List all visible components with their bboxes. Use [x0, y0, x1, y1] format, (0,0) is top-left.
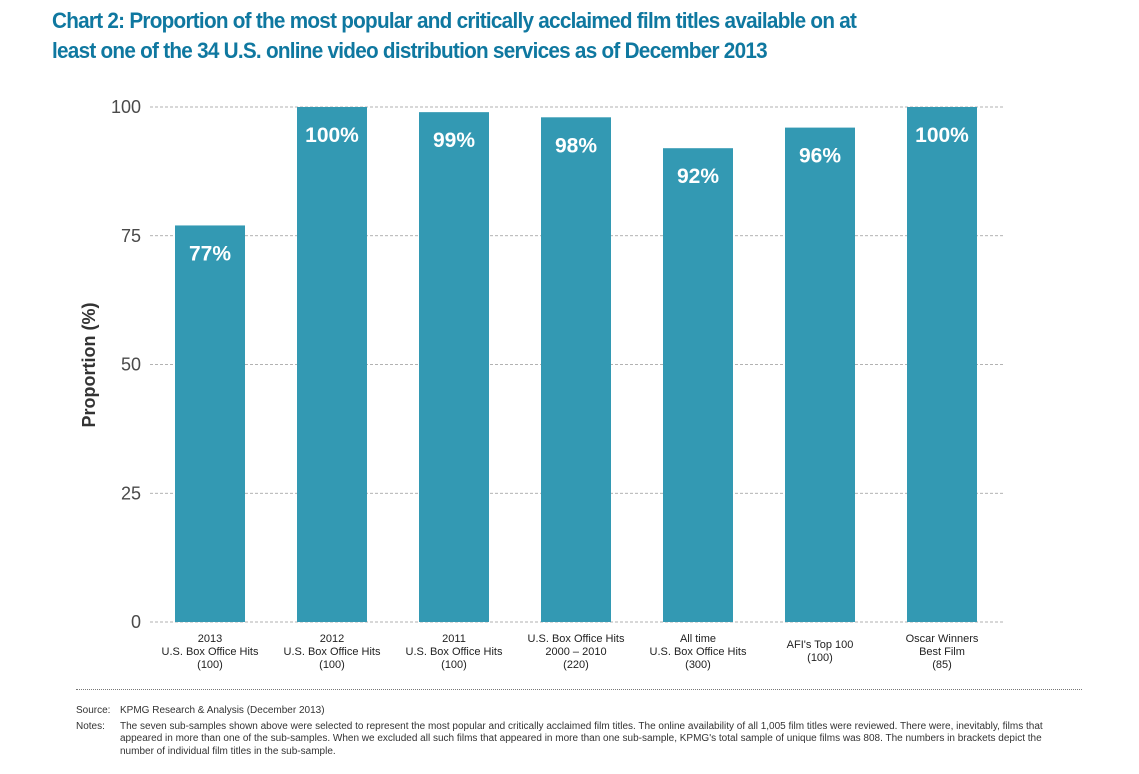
y-tick-label: 100	[111, 97, 141, 117]
category-label: 2011 U.S. Box Office Hits (100)	[406, 633, 503, 671]
category-label-line: 2012	[320, 633, 344, 645]
category-label-line: (100)	[441, 659, 467, 671]
category-label: All time U.S. Box Office Hits (300)	[650, 633, 747, 671]
bar-value-label: 98%	[555, 134, 597, 157]
bar	[785, 127, 855, 622]
chart-title: Chart 2: Proportion of the most popular …	[52, 6, 1027, 66]
category-label-line: U.S. Box Office Hits	[528, 633, 625, 645]
chart-title-line-2: least one of the 34 U.S. online video di…	[52, 38, 768, 63]
bar-value-label: 100%	[915, 124, 969, 147]
source-label: Source:	[76, 705, 111, 716]
bar	[907, 107, 977, 622]
category-label: Oscar Winners Best Film (85)	[906, 633, 979, 671]
chart-footer: Source: KPMG Research & Analysis (Decemb…	[76, 705, 1076, 758]
category-label: AFI's Top 100 (100)	[787, 639, 854, 664]
category-label: U.S. Box Office Hits 2000 – 2010 (220)	[528, 633, 625, 671]
category-label-line: (100)	[319, 659, 345, 671]
bar	[175, 225, 245, 622]
notes-label: Notes:	[76, 720, 105, 732]
bar	[297, 107, 367, 622]
category-label-line: AFI's Top 100	[787, 639, 854, 651]
category-label-line: U.S. Box Office Hits	[406, 646, 503, 658]
category-label-line: (100)	[197, 659, 223, 671]
source-text: KPMG Research & Analysis (December 2013)	[120, 705, 325, 716]
source-row: Source: KPMG Research & Analysis (Decemb…	[76, 705, 1076, 718]
category-label: 2012 U.S. Box Office Hits (100)	[284, 633, 381, 671]
category-label-line: U.S. Box Office Hits	[650, 646, 747, 658]
category-label-line: (85)	[932, 659, 952, 671]
category-label-line: (300)	[685, 659, 711, 671]
y-axis-label: Proportion (%)	[79, 303, 99, 428]
category-label-line: U.S. Box Office Hits	[162, 646, 259, 658]
y-axis-ticks: 0 25 50 75 100	[111, 97, 141, 632]
y-tick-label: 75	[121, 226, 141, 246]
category-label: 2013 U.S. Box Office Hits (100)	[162, 633, 259, 671]
bar-value-label: 92%	[677, 165, 719, 188]
category-label-line: 2013	[198, 633, 222, 645]
category-label-line: All time	[680, 633, 716, 645]
y-tick-label: 50	[121, 355, 141, 375]
category-label-line: (100)	[807, 652, 833, 664]
notes-row: Notes: The seven sub-samples shown above…	[76, 721, 1076, 759]
footer-divider	[76, 689, 1082, 690]
chart-title-line-1: Chart 2: Proportion of the most popular …	[52, 8, 857, 33]
bar	[419, 112, 489, 623]
bar-value-label: 96%	[799, 145, 841, 168]
bar-value-label: 99%	[433, 129, 475, 152]
bar	[541, 117, 611, 623]
bar-data-labels: 77% 100% 99% 98% 92% 96% 100%	[189, 124, 969, 265]
bar-value-label: 77%	[189, 242, 231, 265]
category-label-line: Best Film	[919, 646, 965, 658]
category-label-line: 2011	[442, 633, 466, 645]
notes-text: The seven sub-samples shown above were s…	[120, 720, 1043, 757]
category-label-line: Oscar Winners	[906, 633, 979, 645]
bars	[175, 107, 977, 623]
category-label-line: 2000 – 2010	[545, 646, 606, 658]
category-label-line: U.S. Box Office Hits	[284, 646, 381, 658]
y-tick-label: 25	[121, 483, 141, 503]
bar	[663, 148, 733, 622]
category-label-line: (220)	[563, 659, 589, 671]
bar-value-label: 100%	[305, 124, 359, 147]
x-axis-category-labels: 2013 U.S. Box Office Hits (100)2012 U.S. Bo…	[162, 633, 979, 671]
bar-chart: 0 25 50 75 100 Proportion (%) 77% 100% 99% 98% 9…	[79, 97, 1005, 671]
y-tick-label: 0	[131, 612, 141, 632]
